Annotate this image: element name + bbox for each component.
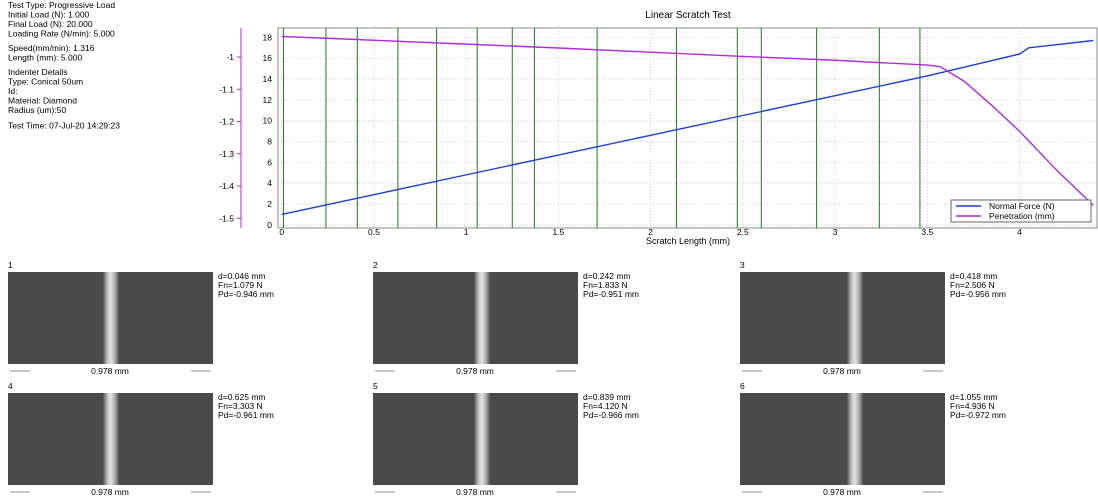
scratch-track xyxy=(103,272,119,364)
image-info: d=0.839 mm xyxy=(583,392,631,402)
x-tick-label: 0.5 xyxy=(368,227,380,237)
micrograph xyxy=(740,272,945,364)
info-line: Loading Rate (N/min): 5.000 xyxy=(8,29,115,39)
x-tick-label: 3 xyxy=(833,227,838,237)
image-info: Pd=-0.966 mm xyxy=(583,410,639,420)
y2-tick-label: -1.2 xyxy=(219,117,234,127)
data-line xyxy=(281,35,1094,206)
y2-tick-label: -1.3 xyxy=(219,149,234,159)
y-tick-label: 8 xyxy=(267,137,272,147)
y-tick-label: 12 xyxy=(263,95,273,105)
image-info: Pd=-0.946 mm xyxy=(218,289,274,299)
info-line: Type: Conical 50um xyxy=(8,77,83,87)
chart-title: Linear Scratch Test xyxy=(645,10,731,21)
x-tick-label: 2 xyxy=(648,227,653,237)
scratch-track xyxy=(474,272,490,364)
image-info: Pd=-0.961 mm xyxy=(218,410,274,420)
x-tick-label: 1.5 xyxy=(552,227,564,237)
image-number: 1 xyxy=(8,260,13,270)
x-tick-label: 0 xyxy=(279,227,284,237)
scale-label: 0.978 mm xyxy=(456,487,494,495)
info-line: Material: Diamond xyxy=(8,96,77,106)
info-line: Radius (um):50 xyxy=(8,105,66,115)
info-line: Indenter Details xyxy=(8,67,68,77)
x-tick-label: 1 xyxy=(464,227,469,237)
legend-box xyxy=(950,199,1092,223)
data-line xyxy=(281,39,1094,216)
scale-label: 0.978 mm xyxy=(823,366,861,376)
y-tick-label: 16 xyxy=(263,53,273,63)
info-line: Speed(mm/min): 1.316 xyxy=(8,43,95,53)
image-info: Fn=4.936 N xyxy=(950,401,995,411)
legend-label: Penetration (mm) xyxy=(989,211,1055,221)
image-info: Pd=-0.951 mm xyxy=(583,289,639,299)
image-number: 6 xyxy=(740,381,745,391)
y-tick-label: 2 xyxy=(267,199,272,209)
info-line: Initial Load (N): 1.000 xyxy=(8,10,90,20)
image-info: Pd=-0.972 mm xyxy=(950,410,1006,420)
info-line: Test Time: 07-Jul-20 14:29:23 xyxy=(8,121,120,131)
info-line: Length (mm): 5.000 xyxy=(8,53,82,63)
scratch-track xyxy=(847,272,863,364)
image-info: d=0.242 mm xyxy=(583,271,631,281)
scratch-track xyxy=(474,393,490,485)
micrograph xyxy=(740,393,945,485)
scale-label: 0.978 mm xyxy=(456,366,494,376)
image-info: Fn=1.079 N xyxy=(218,280,263,290)
image-info: d=0.625 mm xyxy=(218,392,266,402)
image-number: 5 xyxy=(373,381,378,391)
scratch-track xyxy=(103,393,119,485)
scale-label: 0.978 mm xyxy=(91,487,129,495)
info-line: Final Load (N): 20.000 xyxy=(8,19,93,29)
image-info: Pd=-0.956 mm xyxy=(950,289,1006,299)
info-line: Id: xyxy=(8,86,17,96)
y-tick-label: 4 xyxy=(267,178,272,188)
info-line: Test Type: Progressive Load xyxy=(8,0,115,10)
x-axis-title: Scratch Length (mm) xyxy=(646,236,730,246)
image-info: Fn=3.303 N xyxy=(218,401,263,411)
legend-label: Normal Force (N) xyxy=(989,201,1055,211)
image-info: d=1.055 mm xyxy=(950,392,998,402)
scale-label: 0.978 mm xyxy=(823,487,861,495)
image-info: Fn=2.506 N xyxy=(950,280,995,290)
image-info: d=0.046 mm xyxy=(218,271,266,281)
scratch-track xyxy=(847,393,863,485)
y-tick-label: 6 xyxy=(267,157,272,167)
y2-tick-label: -1.5 xyxy=(219,213,234,223)
image-number: 3 xyxy=(740,260,745,270)
image-info: d=0.418 mm xyxy=(950,271,998,281)
y-tick-label: 14 xyxy=(263,74,273,84)
y2-tick-label: -1.4 xyxy=(219,181,234,191)
y-tick-label: 0 xyxy=(267,220,272,230)
y2-tick-label: -1.1 xyxy=(219,84,234,94)
x-tick-label: 2.5 xyxy=(737,227,749,237)
image-number: 2 xyxy=(373,260,378,270)
image-number: 4 xyxy=(8,381,13,391)
y2-tick-label: -1 xyxy=(226,52,234,62)
y-tick-label: 18 xyxy=(263,32,273,42)
scale-label: 0.978 mm xyxy=(91,366,129,376)
x-tick-label: 3.5 xyxy=(921,227,933,237)
image-info: Fn=4.120 N xyxy=(583,401,628,411)
x-tick-label: 4 xyxy=(1017,227,1022,237)
y-tick-label: 10 xyxy=(263,116,273,126)
image-info: Fn=1.833 N xyxy=(583,280,628,290)
